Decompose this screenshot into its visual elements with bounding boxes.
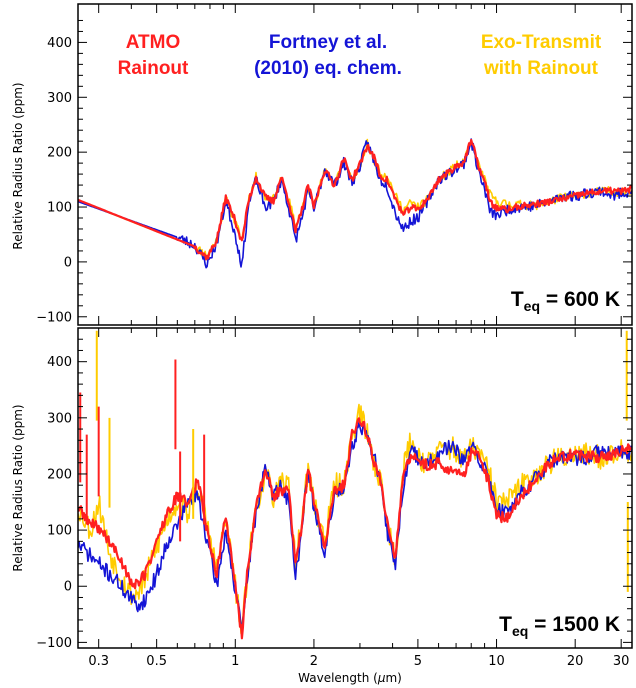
x-tick-label: 2 — [310, 654, 318, 669]
x-tick-label: 1 — [231, 654, 239, 669]
legend-atmo-line2: Rainout — [118, 58, 189, 79]
bottom-series-atmo — [78, 417, 632, 640]
top-ytick-label: −100 — [36, 310, 72, 325]
top-panel: −100 0 100 200 300 400 Relative Radius Ratio … — [11, 3, 633, 326]
x-tick-label: 20 — [567, 654, 584, 669]
top-frame — [77, 3, 633, 326]
bottom-teq-sub: eq — [512, 623, 528, 639]
x-tick-label: 0.5 — [146, 654, 167, 669]
legend: ATMO Rainout Fortney et al. (2010) eq. c… — [118, 32, 602, 79]
top-teq-T: T — [511, 288, 524, 311]
legend-fortney-line2: (2010) eq. chem. — [254, 58, 402, 79]
x-tick-label: 5 — [414, 654, 422, 669]
top-ytick-label: 0 — [64, 255, 72, 270]
x-axis-title-prefix: Wavelength ( — [298, 671, 378, 685]
x-tick-label: 30 — [613, 654, 630, 669]
legend-fortney-line1: Fortney et al. — [269, 32, 387, 53]
top-teq-value: = 600 K — [540, 288, 620, 311]
top-series-exo — [78, 138, 632, 258]
bottom-teq-label: Teq = 1500 K — [499, 613, 620, 639]
top-series-atmo — [78, 138, 632, 261]
bottom-ytick-label: −100 — [36, 636, 72, 651]
bottom-panel: −100 0 100 200 300 400 0.3 0.5 1 2 5 10 20 30 Relativ… — [11, 327, 633, 685]
bottom-ytick-label: 400 — [47, 355, 72, 370]
x-axis-title: Wavelength (μm) — [298, 671, 402, 685]
bottom-ytick-label: 300 — [47, 411, 72, 426]
top-ytick-label: 300 — [47, 91, 72, 106]
x-axis-title-mu: μ — [377, 671, 386, 685]
bottom-frame — [77, 327, 633, 649]
bottom-ytick-label: 100 — [47, 524, 72, 539]
top-ytick-label: 100 — [47, 201, 72, 216]
x-axis-title-suffix: m) — [385, 671, 401, 685]
x-tick-label: 0.3 — [88, 654, 109, 669]
top-teq-label: Teq = 600 K — [511, 288, 620, 314]
legend-exo-line1: Exo-Transmit — [481, 32, 602, 53]
x-tick-label: 10 — [488, 654, 505, 669]
bottom-series-fortney — [78, 421, 632, 631]
top-axes: −100 0 100 200 300 400 — [36, 3, 633, 326]
bottom-teq-T: T — [499, 613, 512, 636]
bottom-y-axis-title: Relative Radius Ratio (ppm) — [11, 404, 25, 571]
bottom-ytick-label: 200 — [47, 467, 72, 482]
top-y-axis-title: Relative Radius Ratio (ppm) — [11, 82, 25, 249]
top-series-group — [78, 138, 632, 269]
top-teq-sub: eq — [524, 298, 540, 314]
legend-exo-line2: with Rainout — [483, 58, 599, 79]
bottom-ytick-label: 0 — [64, 580, 72, 595]
bottom-axes: −100 0 100 200 300 400 0.3 0.5 1 2 5 10 20 30 — [36, 327, 633, 669]
legend-atmo-line1: ATMO — [126, 32, 181, 53]
top-ytick-label: 400 — [47, 36, 72, 51]
bottom-series-group — [78, 330, 632, 640]
top-ytick-label: 200 — [47, 146, 72, 161]
bottom-teq-value: = 1500 K — [528, 613, 620, 636]
